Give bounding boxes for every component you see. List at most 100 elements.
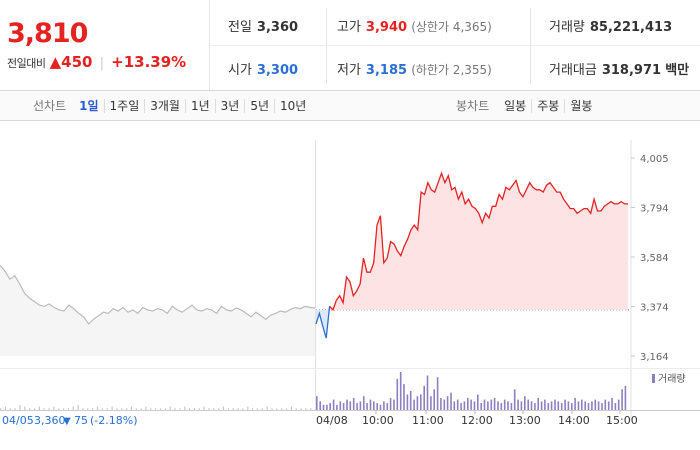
volume-bar — [564, 399, 566, 410]
volume-bar — [319, 401, 321, 410]
volume-bar — [463, 401, 466, 410]
tab-daily[interactable]: 일봉 — [499, 99, 533, 113]
volume-bar — [550, 401, 553, 410]
volume-bar — [460, 403, 462, 410]
change-divider: | — [99, 56, 105, 71]
volume-bar — [310, 408, 312, 410]
volume-bar — [189, 408, 191, 410]
volume-bar — [130, 406, 132, 410]
volume-bar — [413, 399, 415, 410]
stat-sub: (하한가 2,355) — [411, 63, 492, 77]
tab-5y[interactable]: 5년 — [245, 99, 276, 113]
volume-bar — [624, 385, 627, 410]
stat-value: 3,300 — [256, 63, 299, 78]
volume-bar — [426, 375, 429, 410]
volume-bar — [329, 403, 331, 410]
volume-bar — [140, 408, 142, 410]
tab-1y[interactable]: 1년 — [185, 99, 216, 113]
volume-bar — [433, 389, 435, 410]
volume-bar — [150, 408, 152, 410]
volume-bar — [560, 403, 563, 410]
volume-bar — [247, 406, 249, 410]
volume-bar — [416, 396, 419, 410]
volume-bar — [584, 401, 586, 410]
volume-bar — [174, 408, 176, 410]
volume-bar — [513, 389, 516, 410]
volume-bar — [510, 403, 513, 410]
stat-label: 고가 — [337, 20, 361, 35]
volume-bar — [155, 408, 157, 410]
volume-bar — [557, 401, 560, 410]
volume-bar — [363, 396, 365, 410]
volume-bar — [591, 401, 593, 410]
volume-bar — [322, 404, 325, 410]
volume-bar — [594, 399, 597, 410]
volume-bar — [184, 406, 186, 410]
volume-bar — [316, 396, 318, 410]
volume-bar — [366, 403, 368, 410]
volume-bar — [336, 404, 338, 410]
volume-bar — [517, 399, 519, 410]
prev-day-down-arrow-icon: ▼ — [63, 416, 71, 427]
change-percent: +13.39% — [111, 53, 187, 71]
prev-day-info-date: 04/05 — [2, 414, 34, 427]
period-tabs-title: 선차트 — [33, 99, 67, 113]
volume-bar — [359, 401, 362, 410]
volume-bar — [567, 401, 570, 410]
volume-bar — [106, 408, 108, 410]
volume-bar — [369, 399, 372, 410]
volume-bar — [396, 378, 399, 410]
volume-bar — [604, 399, 607, 410]
stat-open: 시가 3,300 — [228, 59, 298, 78]
volume-bar — [164, 408, 166, 410]
volume-bar — [48, 408, 50, 410]
volume-bar — [601, 403, 603, 410]
stat-value: 3,360 — [256, 20, 299, 35]
volume-bar — [453, 401, 456, 410]
prev-day-info-close: 3,360 — [34, 414, 66, 427]
tab-10y[interactable]: 10년 — [280, 99, 307, 113]
volume-bar — [493, 397, 496, 410]
today-area — [316, 173, 628, 339]
volume-bar — [339, 401, 342, 410]
volume-bar — [490, 399, 493, 410]
volume-bar — [487, 401, 489, 410]
stat-value: 3,940 — [365, 20, 408, 35]
volume-bar — [43, 408, 45, 410]
volume-bar — [581, 399, 583, 410]
volume-bar — [295, 408, 297, 410]
volume-bar — [101, 408, 103, 410]
volume-bar — [544, 399, 546, 410]
volume-bar — [527, 399, 529, 410]
volume-bar — [82, 408, 84, 410]
volume-bar — [346, 399, 348, 410]
tab-3y[interactable]: 3년 — [215, 99, 246, 113]
volume-bar — [554, 399, 556, 410]
volume-bar — [208, 408, 210, 410]
tab-3m[interactable]: 3개월 — [145, 99, 186, 113]
candle-tabs-title: 봉차트 — [456, 99, 490, 113]
volume-bar — [266, 406, 268, 410]
volume-bar — [281, 408, 283, 410]
volume-bar — [126, 408, 128, 410]
prev-day-area — [0, 265, 315, 356]
tab-monthly[interactable]: 월봉 — [570, 99, 593, 113]
volume-bar — [135, 408, 137, 410]
tab-1w[interactable]: 1주일 — [104, 99, 146, 113]
volume-bar — [19, 404, 21, 410]
volume-bar — [198, 408, 200, 410]
volume-bar — [116, 408, 118, 410]
change-up-arrow-icon: ▲ — [49, 53, 62, 71]
volume-bar — [446, 396, 449, 410]
tab-weekly[interactable]: 주봉 — [532, 99, 566, 113]
volume-bar — [271, 408, 273, 410]
volume-bar — [342, 403, 345, 410]
stat-prev-close: 전일 3,360 — [228, 16, 298, 35]
volume-bar — [24, 406, 26, 410]
tab-1d[interactable]: 1일 — [74, 99, 105, 113]
volume-bar — [423, 385, 425, 410]
y-tick-label: 4,005 — [640, 154, 669, 165]
stat-unit: 백만 — [665, 63, 690, 78]
stat-label: 거래대금 — [549, 63, 597, 78]
stat-amount: 거래대금 318,971 백만 — [549, 59, 689, 78]
